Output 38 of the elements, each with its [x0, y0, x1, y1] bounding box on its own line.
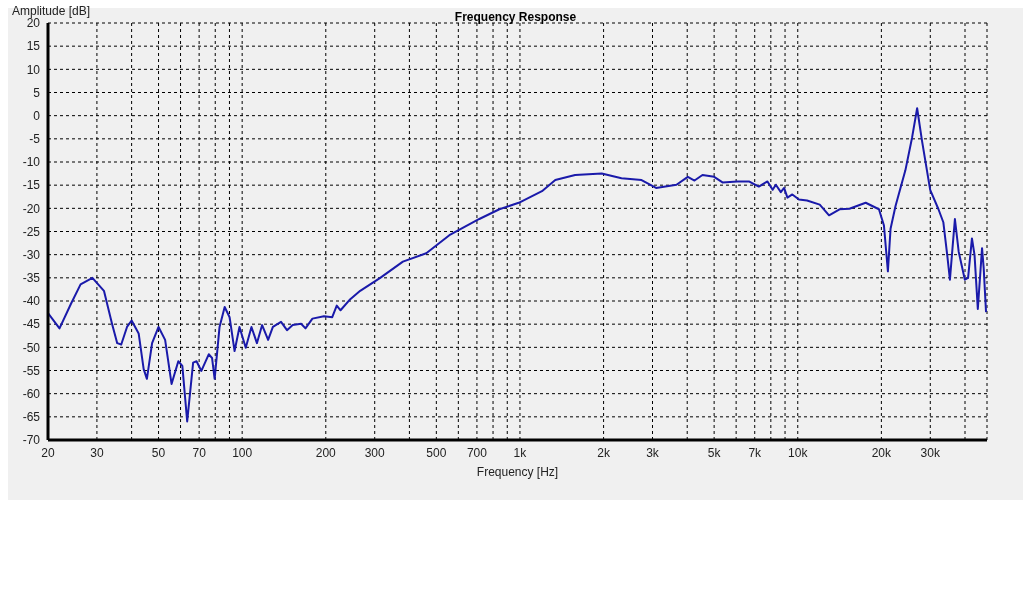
x-tick-label: 10k [788, 445, 809, 460]
y-tick-label: 15 [26, 39, 41, 54]
y-tick-label: -60 [22, 386, 41, 401]
x-tick-label: 50 [151, 445, 166, 460]
x-axis-title: Frequency [Hz] [476, 465, 559, 479]
y-tick-label: -5 [29, 132, 41, 147]
x-tick-label: 2k [597, 445, 611, 460]
chart-title: Frequency Response [454, 10, 577, 24]
y-tick-label: -65 [22, 410, 41, 425]
y-tick-label: -55 [22, 363, 41, 378]
y-tick-label: -40 [22, 294, 41, 309]
y-tick-label: 10 [26, 62, 41, 77]
y-tick-label: 0 [33, 108, 41, 123]
y-tick-label: -30 [22, 247, 41, 262]
x-tick-label: 30k [920, 445, 941, 460]
x-tick-label: 100 [232, 445, 253, 460]
x-tick-label: 500 [426, 445, 447, 460]
y-tick-label: -35 [22, 271, 41, 286]
x-tick-label: 70 [192, 445, 207, 460]
y-tick-label: -50 [22, 340, 41, 355]
y-tick-label: -45 [22, 317, 41, 332]
y-tick-label: -10 [22, 155, 41, 170]
x-tick-label: 3k [646, 445, 660, 460]
y-tick-label: 5 [33, 85, 41, 100]
y-tick-label: 20 [26, 16, 41, 31]
x-tick-label: 1k [513, 445, 528, 460]
y-tick-label: -25 [22, 224, 41, 239]
x-tick-label: 30 [90, 445, 104, 460]
y-tick-label: -15 [22, 178, 41, 193]
y-axis-title: Amplitude [dB] [12, 4, 91, 18]
y-tick-label: -70 [22, 433, 41, 448]
x-tick-label: 300 [364, 445, 386, 460]
x-tick-label: 5k [707, 445, 722, 460]
x-tick-label: 700 [466, 445, 488, 460]
x-tick-label: 200 [315, 445, 337, 460]
x-tick-label: 7k [748, 445, 763, 460]
y-tick-label: -20 [22, 201, 41, 216]
x-tick-label: 20k [871, 445, 893, 460]
